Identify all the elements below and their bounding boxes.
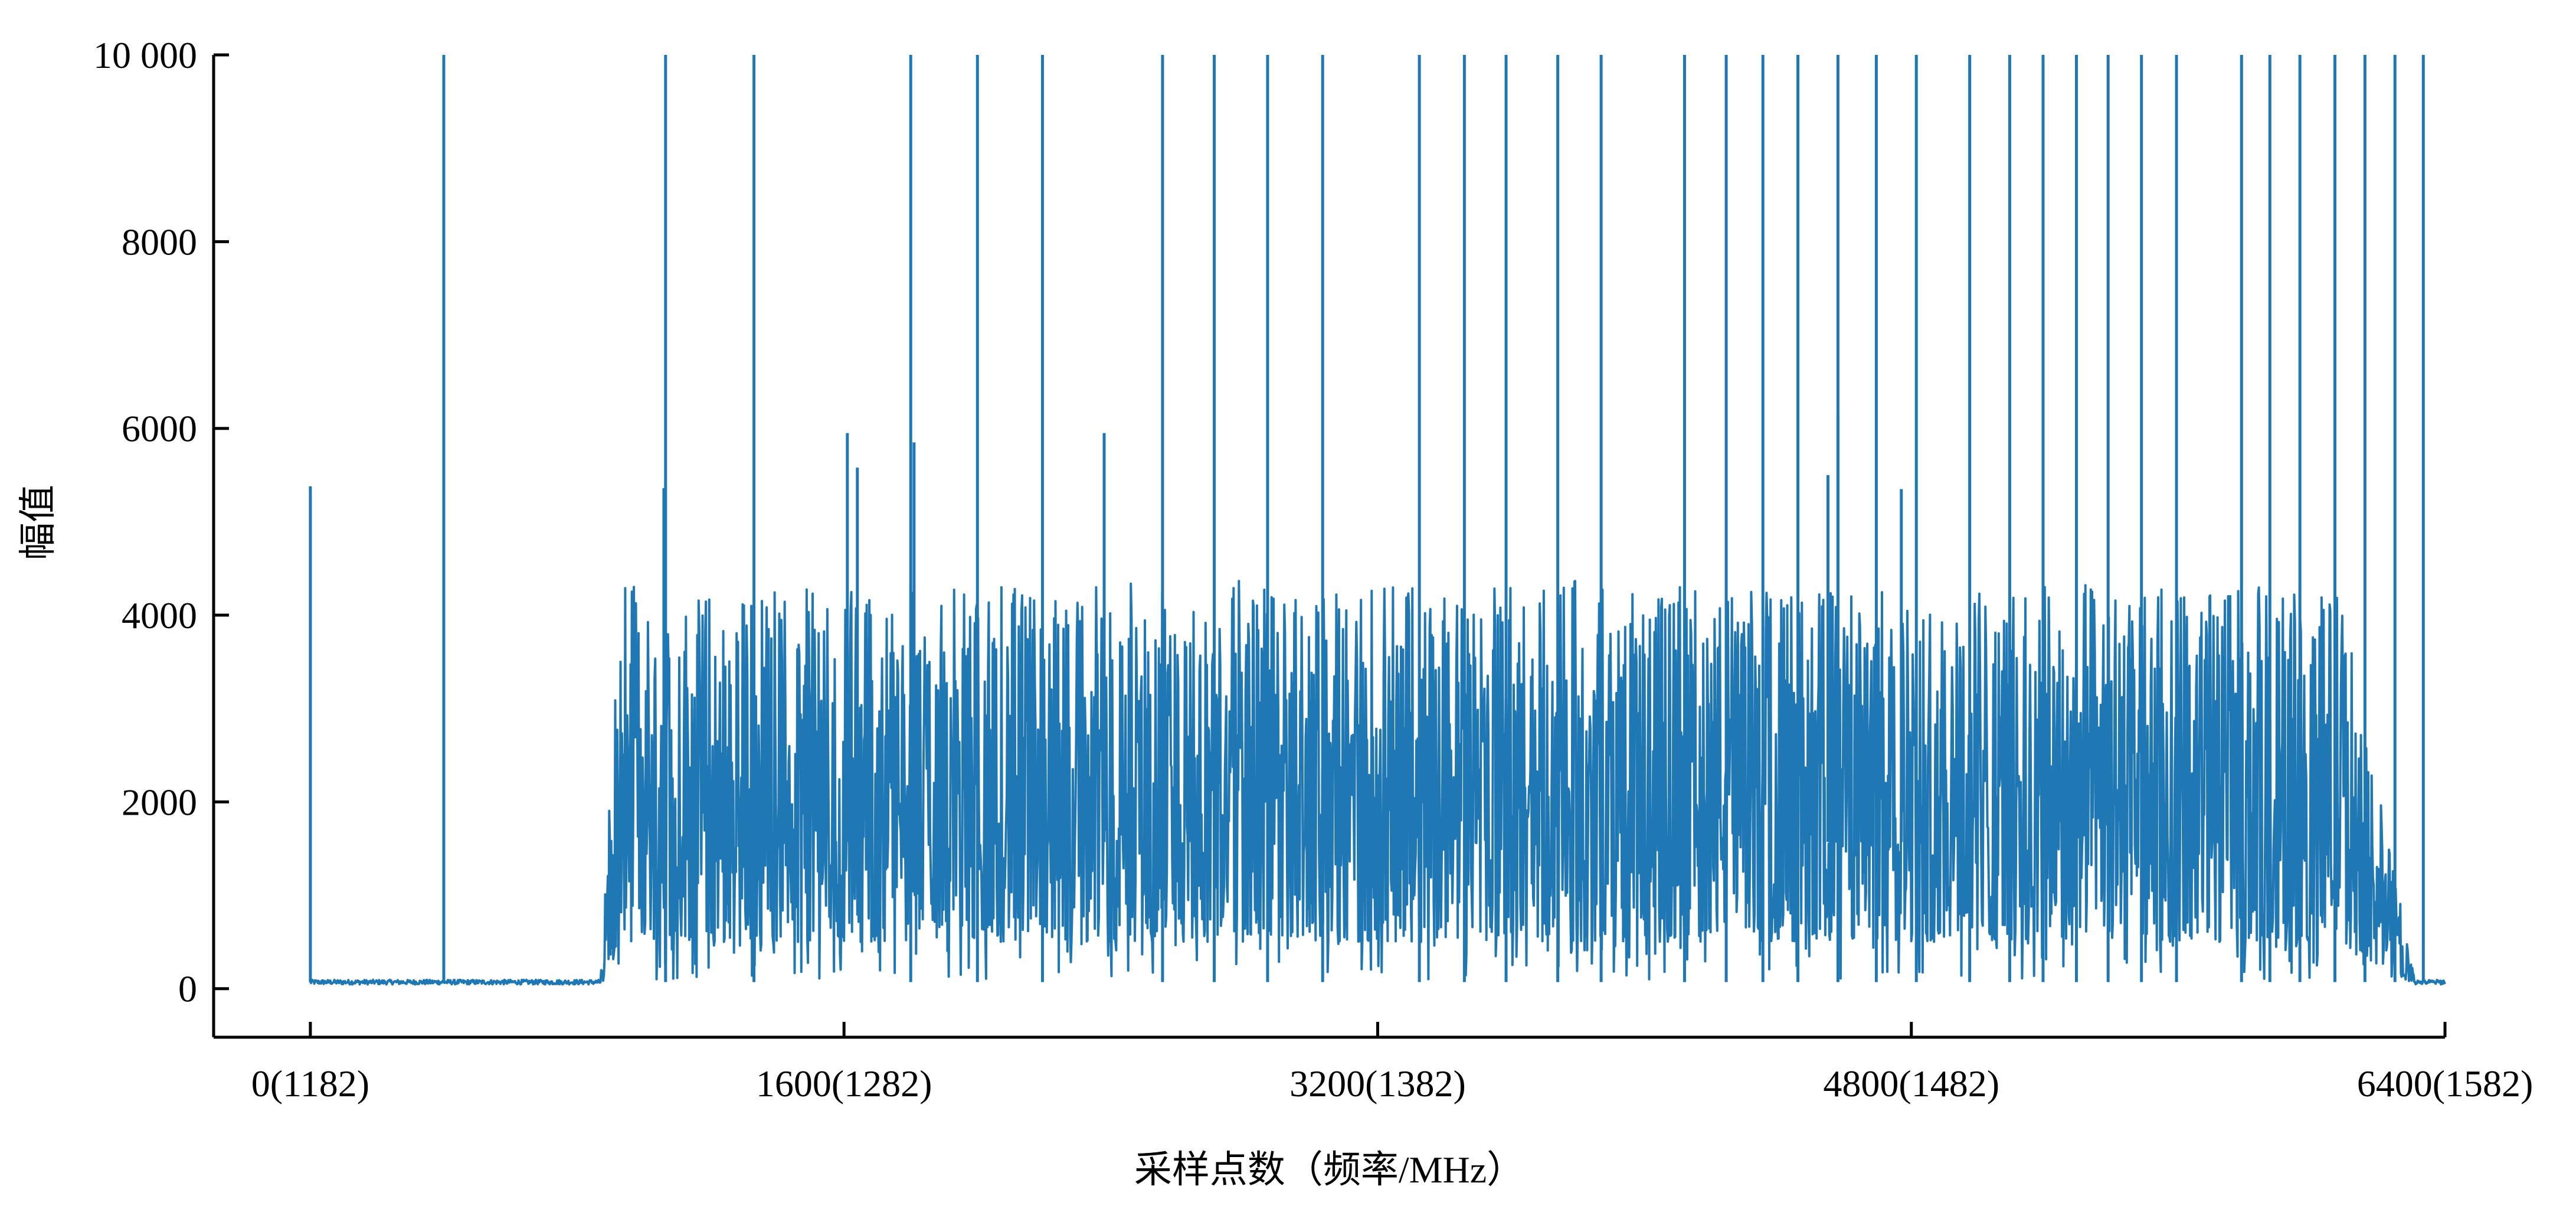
x-tick-label: 6400(1582) bbox=[2357, 1063, 2534, 1105]
plot-layer bbox=[309, 55, 2446, 986]
y-tick-label: 6000 bbox=[122, 408, 197, 450]
y-tick-label: 4000 bbox=[122, 594, 197, 636]
y-tick-label: 0 bbox=[178, 968, 197, 1010]
x-axis-title: 采样点数（频率/MHz） bbox=[1134, 1149, 1524, 1191]
ticks-layer: 0 2000 4000 6000 8000 10 000 0(1182) 1600(1282)… bbox=[93, 34, 2533, 1105]
x-tick-label: 3200(1382) bbox=[1289, 1063, 1466, 1105]
amplitude-waveform bbox=[309, 580, 2446, 986]
y-tick-label: 2000 bbox=[122, 781, 197, 823]
y-tick-label: 10 000 bbox=[93, 34, 197, 76]
y-axis-title: 幅值 bbox=[17, 485, 59, 560]
x-tick-label: 4800(1482) bbox=[1823, 1063, 1999, 1105]
x-tick-label: 1600(1282) bbox=[756, 1063, 932, 1105]
y-tick-label: 8000 bbox=[122, 221, 197, 263]
x-tick-label: 0(1182) bbox=[251, 1063, 369, 1105]
axes-layer bbox=[212, 55, 2445, 1039]
